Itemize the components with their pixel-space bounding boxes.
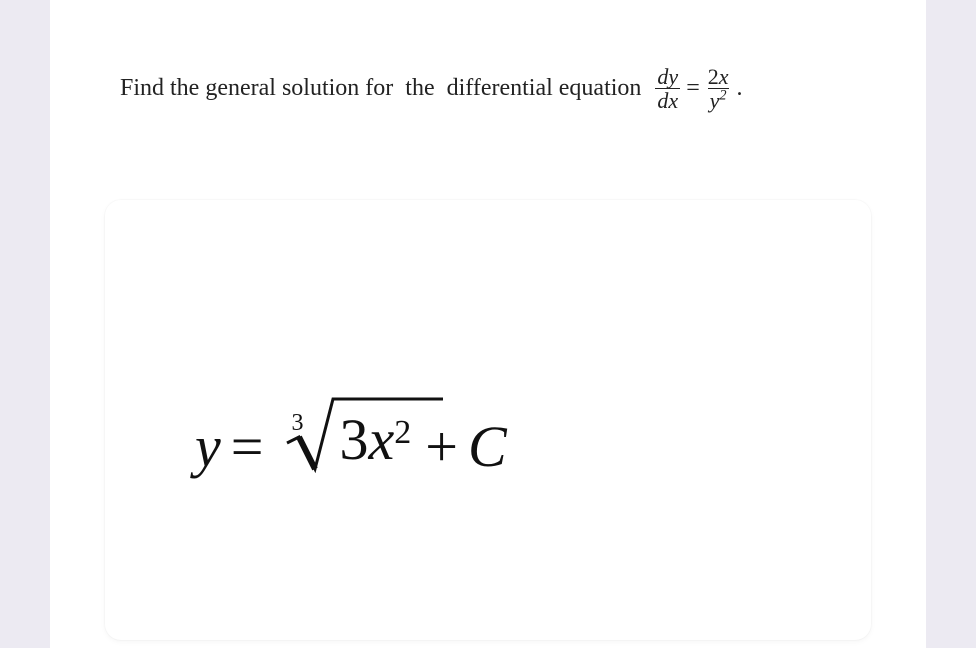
radicand-coeff: 3	[339, 407, 368, 472]
rhs-numerator: 2x	[706, 65, 731, 88]
question-row: Find the general solution for the differ…	[120, 65, 743, 112]
radicand-var: x	[368, 407, 394, 472]
question-text: Find the general solution for the differ…	[120, 75, 641, 102]
question-equation: dy dx = 2x y2 .	[655, 65, 742, 112]
answer-equation: y = 3 3x2 + C	[195, 395, 507, 480]
answer-equals: =	[221, 413, 278, 480]
question-period: .	[731, 75, 743, 102]
page-card: Find the general solution for the differ…	[50, 0, 926, 648]
lhs-numerator: dy	[655, 65, 680, 88]
radicand: 3x2	[335, 406, 411, 473]
answer-card: y = 3 3x2 + C	[105, 200, 871, 640]
equals-sign: =	[680, 75, 706, 102]
cube-root: 3 3x2	[277, 395, 411, 473]
constant-c: C	[468, 413, 507, 480]
lhs-fraction: dy dx	[655, 65, 680, 112]
rhs-denominator: y2	[708, 88, 729, 112]
rhs-fraction: 2x y2	[706, 65, 731, 112]
lhs-denominator: dx	[655, 88, 680, 112]
radicand-exp: 2	[394, 414, 411, 451]
answer-y: y	[195, 413, 221, 480]
